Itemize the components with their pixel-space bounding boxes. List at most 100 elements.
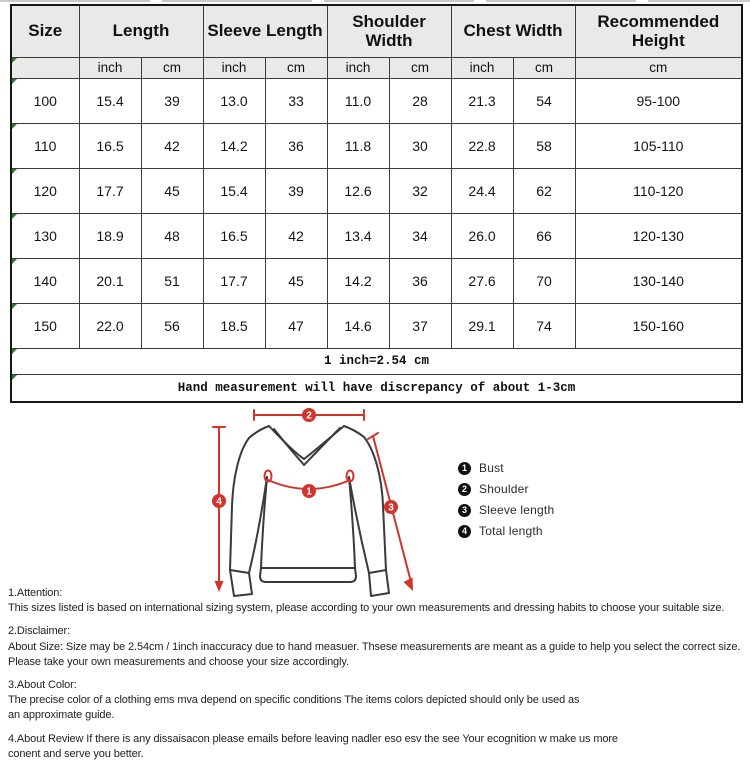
size-cell: 100 — [10, 77, 80, 124]
column-header-sleeve-length: Sleeve Length — [202, 4, 328, 58]
unit-cell: inch — [78, 56, 142, 79]
measurement-cell: 105-110 — [574, 122, 743, 169]
measurement-cell: 16.5 — [202, 212, 266, 259]
column-header-recommended-height: Recommended Height — [574, 4, 743, 58]
column-header-chest-width: Chest Width — [450, 4, 576, 58]
measurement-cell: 26.0 — [450, 212, 514, 259]
note-disclaimer: 2.Disclaimer: About Size: Size may be 2.… — [8, 624, 750, 670]
size-chart-table: Size Length Sleeve Length Shoulder Width… — [10, 4, 744, 403]
measurement-cell: 17.7 — [78, 167, 142, 214]
measurement-cell: 28 — [388, 77, 452, 124]
measurement-cell: 22.0 — [78, 302, 142, 349]
measurement-cell: 34 — [388, 212, 452, 259]
measurement-cell: 74 — [512, 302, 576, 349]
size-cell: 140 — [10, 257, 80, 304]
measurement-cell: 11.0 — [326, 77, 390, 124]
size-cell: 120 — [10, 167, 80, 214]
measurement-cell: 130-140 — [574, 257, 743, 304]
note-about-color: 3.About Color: The precise color of a cl… — [8, 678, 750, 724]
legend-item-bust: 1 Bust — [458, 461, 554, 475]
table-row: 120 17.7 45 15.4 39 12.6 32 24.4 62 110-… — [10, 167, 743, 214]
cropped-row-remnant — [0, 0, 750, 2]
unit-cell: cm — [140, 56, 204, 79]
measurement-cell: 54 — [512, 77, 576, 124]
measurement-cell: 36 — [388, 257, 452, 304]
legend-label: Bust — [479, 461, 504, 475]
unit-cell: inch — [450, 56, 514, 79]
measurement-cell: 18.5 — [202, 302, 266, 349]
notes-section: 1.Attention: This sizes listed is based … — [8, 586, 750, 770]
legend-item-shoulder: 2 Shoulder — [458, 482, 554, 496]
measurement-cell: 95-100 — [574, 77, 743, 124]
measurement-cell: 30 — [388, 122, 452, 169]
note-line: This sizes listed is based on internatio… — [8, 602, 725, 615]
measurement-cell: 110-120 — [574, 167, 743, 214]
measurement-cell: 27.6 — [450, 257, 514, 304]
note-line: 4.About Review If there is any dissaisac… — [8, 732, 618, 745]
arrowheads — [214, 577, 413, 592]
measurement-cell: 45 — [264, 257, 328, 304]
header-row: Size Length Sleeve Length Shoulder Width… — [10, 4, 743, 58]
measurement-cell: 24.4 — [450, 167, 514, 214]
measurement-cell: 14.6 — [326, 302, 390, 349]
unit-cell: inch — [326, 56, 390, 79]
shoulder-marker: 2 — [306, 411, 312, 422]
note-title: 1.Attention: — [8, 587, 63, 599]
measurement-cell: 42 — [264, 212, 328, 259]
measurement-cell: 33 — [264, 77, 328, 124]
measurement-cell: 120-130 — [574, 212, 743, 259]
measurement-cell: 39 — [140, 77, 204, 124]
measurement-cell: 13.0 — [202, 77, 266, 124]
legend-bullet-icon: 2 — [458, 482, 471, 496]
measurement-cell: 47 — [264, 302, 328, 349]
sleeve-length-marker: 3 — [388, 503, 394, 514]
legend-label: Total length — [479, 524, 543, 538]
table-row: 130 18.9 48 16.5 42 13.4 34 26.0 66 120-… — [10, 212, 743, 259]
measurement-cell: 39 — [264, 167, 328, 214]
measurement-cell: 29.1 — [450, 302, 514, 349]
note-line: conent and serve you better. — [8, 747, 144, 760]
measurement-legend: 1 Bust 2 Shoulder 3 Sleeve length 4 Tota… — [458, 461, 554, 545]
measurement-cell: 56 — [140, 302, 204, 349]
measurement-cell: 42 — [140, 122, 204, 169]
conversion-note-row: 1 inch=2.54 cm — [10, 347, 743, 375]
measurement-cell: 66 — [512, 212, 576, 259]
unit-row: inch cm inch cm inch cm inch cm cm — [10, 56, 743, 79]
measurement-cell: 48 — [140, 212, 204, 259]
size-cell: 110 — [10, 122, 80, 169]
measurement-cell: 150-160 — [574, 302, 743, 349]
measurement-cell: 51 — [140, 257, 204, 304]
legend-item-total-length: 4 Total length — [458, 524, 554, 538]
table-row: 100 15.4 39 13.0 33 11.0 28 21.3 54 95-1… — [10, 77, 743, 124]
measurement-cell: 37 — [388, 302, 452, 349]
size-cell: 150 — [10, 302, 80, 349]
table-row: 150 22.0 56 18.5 47 14.6 37 29.1 74 150-… — [10, 302, 743, 349]
column-header-shoulder-width: Shoulder Width — [326, 4, 452, 58]
measurement-cell: 17.7 — [202, 257, 266, 304]
marker-badges: 2 1 4 3 — [212, 408, 398, 514]
measurement-cell: 21.3 — [450, 77, 514, 124]
conversion-note: 1 inch=2.54 cm — [10, 347, 743, 375]
measurement-cell: 70 — [512, 257, 576, 304]
measurement-cell: 20.1 — [78, 257, 142, 304]
sweater-diagram: 2 1 4 3 — [183, 406, 445, 604]
measurement-cell: 36 — [264, 122, 328, 169]
measurement-cell: 15.4 — [202, 167, 266, 214]
measurement-cell: 22.8 — [450, 122, 514, 169]
column-header-length: Length — [78, 4, 204, 58]
legend-label: Shoulder — [479, 482, 529, 496]
measurement-cell: 18.9 — [78, 212, 142, 259]
unit-cell: cm — [512, 56, 576, 79]
measurement-cell: 13.4 — [326, 212, 390, 259]
note-line: The precise color of a clothing ems mva … — [8, 694, 580, 707]
legend-label: Sleeve length — [479, 503, 555, 517]
measurement-cell: 12.6 — [326, 167, 390, 214]
table-row: 140 20.1 51 17.7 45 14.2 36 27.6 70 130-… — [10, 257, 743, 304]
legend-bullet-icon: 4 — [458, 524, 471, 538]
note-line: Please take your own measurements and ch… — [8, 655, 349, 668]
measurement-cell: 14.2 — [202, 122, 266, 169]
note-line: an approximate guide. — [8, 709, 115, 722]
measurement-cell: 11.8 — [326, 122, 390, 169]
measurement-cell: 62 — [512, 167, 576, 214]
measurement-cell: 16.5 — [78, 122, 142, 169]
